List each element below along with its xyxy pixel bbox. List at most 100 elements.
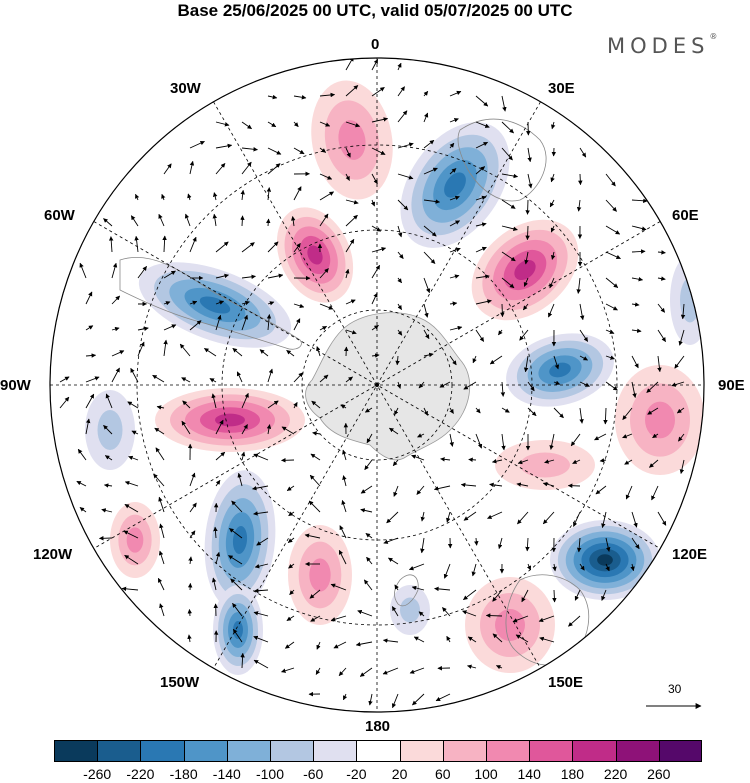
wind-arrow (128, 455, 139, 461)
wind-arrow (420, 537, 425, 554)
wind-arrow (103, 218, 113, 227)
wind-arrow (463, 381, 477, 390)
wind-arrow (622, 433, 633, 439)
anomaly-contour (199, 296, 231, 314)
wind-arrow (553, 407, 564, 419)
wind-arrow (103, 424, 113, 435)
colorbar-swatch (442, 740, 486, 762)
colorbar-swatch (486, 740, 530, 762)
wind-arrow (679, 459, 685, 474)
wind-arrow (394, 584, 399, 591)
wind-arrow (368, 693, 373, 706)
wind-arrow (232, 628, 243, 643)
wind-arrow (188, 556, 193, 565)
wind-arrow (360, 485, 373, 494)
wind-arrow (293, 95, 307, 100)
wind-arrow (601, 511, 607, 529)
wind-arrow (498, 329, 503, 336)
wind-arrow (579, 329, 589, 342)
wind-arrow (423, 199, 441, 204)
wind-arrow (389, 427, 399, 435)
wind-arrow (467, 636, 477, 643)
wind-arrow (500, 381, 506, 397)
wind-arrow (576, 199, 582, 212)
wind-arrow (123, 530, 139, 539)
wind-arrow (603, 407, 608, 425)
colorbar-swatch (97, 740, 141, 762)
colorbar-tick-label: -220 (126, 766, 155, 782)
wind-arrow (85, 376, 100, 383)
wind-arrow (189, 236, 197, 253)
wind-arrow (341, 499, 347, 513)
wind-arrow (525, 225, 530, 241)
wind-arrow (371, 264, 381, 279)
lon-label-150w: 150W (160, 674, 200, 691)
wind-arrow (657, 276, 666, 281)
wind-arrow (330, 583, 347, 591)
wind-arrow (671, 381, 685, 387)
wind-arrow (189, 160, 195, 175)
wind-arrow (241, 274, 256, 280)
wind-arrow (475, 222, 487, 227)
wind-arrow (501, 95, 507, 112)
wind-arrow (111, 262, 118, 279)
wind-arrow (124, 554, 139, 565)
anomaly-contour (97, 410, 123, 450)
wind-arrow (293, 318, 301, 331)
map-title: Base 25/06/2025 00 UTC, valid 05/07/2025… (177, 1, 573, 20)
wind-arrow (631, 302, 640, 307)
wind-arrow (319, 173, 333, 180)
wind-arrow (371, 117, 389, 123)
wind-arrow (355, 641, 373, 647)
wind-arrow (382, 667, 399, 675)
wind-arrow (423, 112, 429, 123)
wind-arrow (408, 563, 425, 571)
wind-arrow (85, 418, 91, 435)
wind-arrow (241, 424, 248, 435)
wind-arrow (605, 225, 621, 235)
wind-arrow (605, 303, 618, 311)
wind-arrow (345, 329, 357, 335)
wind-arrow (371, 225, 382, 232)
wind-arrow (363, 579, 373, 591)
wind-arrow (475, 299, 492, 305)
brand-mark: ® (709, 32, 718, 41)
wind-arrow (137, 266, 147, 279)
wind-arrow (550, 251, 556, 260)
wind-arrow (189, 472, 196, 487)
wind-arrow (215, 314, 222, 331)
wind-arrow (253, 659, 269, 669)
wind-arrow (550, 225, 555, 233)
wind-arrow (435, 693, 451, 702)
wind-arrow (181, 377, 191, 383)
wind-arrow (189, 502, 197, 513)
wind-arrow (624, 459, 633, 465)
wind-arrow (552, 563, 557, 572)
wind-arrow (236, 371, 243, 383)
wind-arrow (394, 407, 399, 416)
wind-arrow (449, 90, 462, 97)
wind-arrow (631, 511, 638, 528)
wind-arrow (449, 325, 463, 331)
wind-arrow (423, 139, 435, 149)
wind-arrow (137, 326, 149, 331)
wind-arrow (163, 301, 171, 306)
wind-arrow (391, 693, 399, 709)
wind-arrow (163, 324, 177, 331)
wind-arrow (449, 407, 454, 414)
wind-arrow (241, 161, 252, 175)
wind-arrow (360, 508, 373, 513)
wind-arrow (85, 325, 94, 331)
wind-arrow (449, 247, 461, 253)
wind-arrow (215, 121, 230, 127)
wind-arrow (523, 355, 529, 373)
wind-arrow (501, 173, 519, 179)
wind-arrow (539, 636, 555, 643)
wind-arrow (449, 433, 454, 447)
wind-arrow (293, 121, 299, 128)
reference-vector: 30 (646, 682, 704, 712)
wind-arrow (293, 243, 301, 253)
wind-arrow (85, 393, 95, 409)
wind-arrow (254, 563, 269, 569)
wind-arrow (526, 563, 532, 571)
